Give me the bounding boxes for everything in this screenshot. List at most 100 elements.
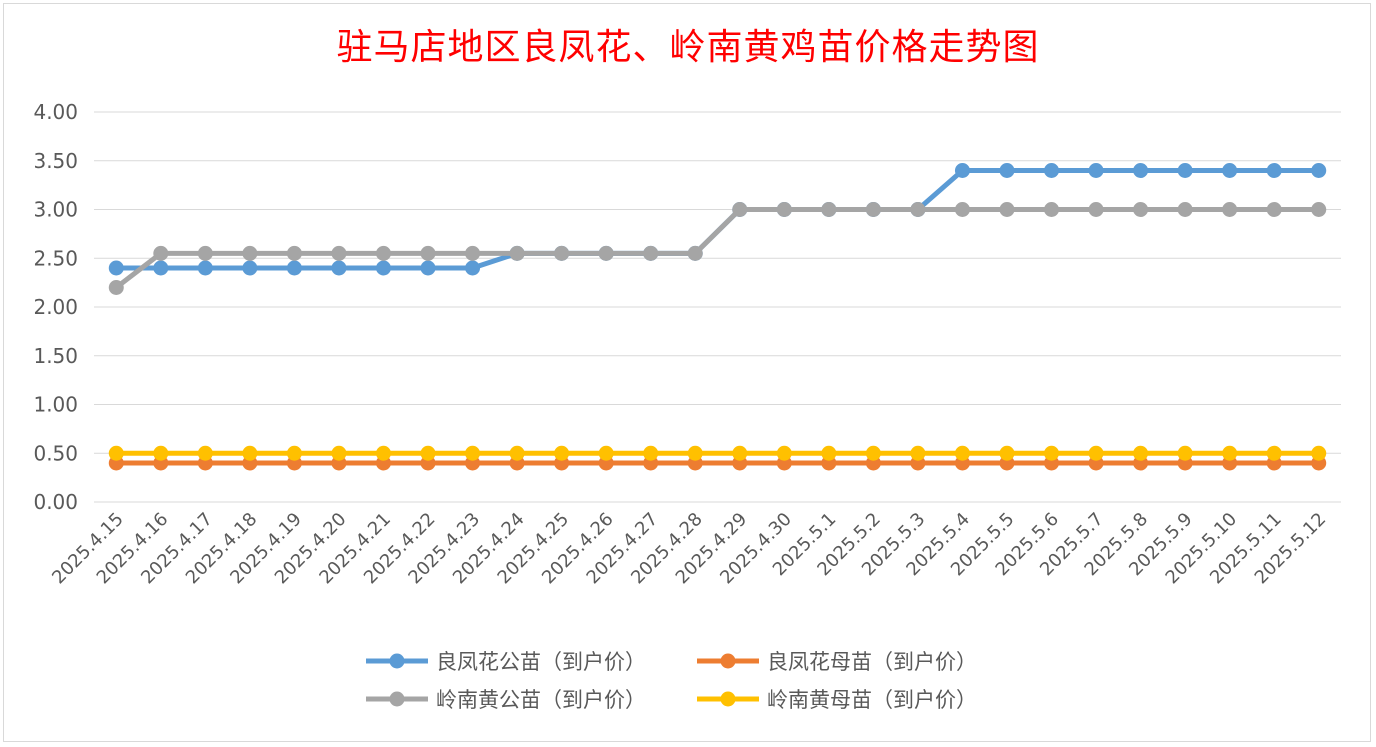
data-point bbox=[375, 260, 391, 276]
data-point bbox=[554, 445, 570, 461]
y-tick-label: 1.00 bbox=[33, 393, 78, 417]
data-point bbox=[242, 260, 258, 276]
data-point bbox=[776, 202, 792, 217]
data-point bbox=[420, 445, 436, 461]
data-point bbox=[420, 245, 436, 261]
y-tick-label: 1.50 bbox=[33, 344, 78, 368]
data-point bbox=[331, 245, 347, 261]
data-point bbox=[598, 445, 614, 461]
data-point bbox=[509, 445, 525, 461]
data-point bbox=[153, 445, 169, 461]
legend: 良凤花公苗（到户价） 良凤花母苗（到户价） 岭南黄公苗（到户价） 岭南黄母苗（到户价） bbox=[366, 650, 977, 712]
series-line bbox=[114, 207, 1319, 290]
data-point bbox=[242, 445, 258, 461]
data-point bbox=[1088, 163, 1104, 178]
data-point bbox=[242, 245, 258, 261]
data-point bbox=[375, 245, 391, 261]
data-point bbox=[1177, 445, 1193, 461]
y-tick-label: 4.00 bbox=[33, 100, 78, 124]
y-tick-label: 2.00 bbox=[33, 295, 78, 319]
data-point bbox=[1222, 163, 1238, 178]
data-point bbox=[465, 245, 481, 261]
data-point bbox=[286, 445, 302, 461]
data-point bbox=[108, 260, 124, 276]
data-point bbox=[954, 445, 970, 461]
data-point bbox=[375, 445, 391, 461]
legend-label: 良凤花母苗（到户价） bbox=[767, 650, 977, 674]
data-point bbox=[1088, 445, 1104, 461]
data-point bbox=[732, 202, 748, 217]
data-point bbox=[1222, 445, 1238, 461]
data-point bbox=[1311, 445, 1327, 461]
data-point bbox=[865, 202, 881, 217]
legend-label: 岭南黄公苗（到户价） bbox=[436, 688, 646, 712]
x-axis-ticks: 2025.4.152025.4.162025.4.172025.4.182025… bbox=[48, 509, 1330, 589]
data-point bbox=[910, 202, 926, 217]
legend-entry: 良凤花母苗（到户价） bbox=[697, 650, 977, 674]
data-point bbox=[1177, 163, 1193, 178]
data-point bbox=[1311, 163, 1327, 178]
legend-marker bbox=[389, 653, 405, 669]
data-point bbox=[1044, 163, 1060, 178]
data-point bbox=[1222, 202, 1238, 217]
data-point bbox=[999, 202, 1015, 217]
series-group bbox=[108, 163, 1327, 471]
data-point bbox=[108, 280, 124, 295]
data-point bbox=[1044, 445, 1060, 461]
data-point bbox=[1311, 202, 1327, 217]
data-point bbox=[643, 245, 659, 261]
data-point bbox=[554, 245, 570, 261]
data-point bbox=[331, 445, 347, 461]
data-point bbox=[1133, 163, 1149, 178]
legend-entry: 岭南黄公苗（到户价） bbox=[366, 688, 646, 712]
data-point bbox=[1266, 445, 1282, 461]
data-point bbox=[598, 245, 614, 261]
data-point bbox=[197, 445, 213, 461]
chart-frame bbox=[3, 3, 1371, 742]
data-point bbox=[1133, 445, 1149, 461]
data-point bbox=[643, 445, 659, 461]
legend-label: 岭南黄母苗（到户价） bbox=[767, 688, 977, 712]
data-point bbox=[999, 445, 1015, 461]
y-tick-label: 0.00 bbox=[33, 490, 78, 514]
y-tick-label: 2.50 bbox=[33, 246, 78, 270]
data-point bbox=[1177, 202, 1193, 217]
data-point bbox=[1266, 202, 1282, 217]
data-point bbox=[331, 260, 347, 276]
data-point bbox=[1133, 202, 1149, 217]
y-tick-label: 0.50 bbox=[33, 441, 78, 465]
data-point bbox=[776, 445, 792, 461]
data-point bbox=[197, 260, 213, 276]
y-axis-ticks: 0.00 0.50 1.00 1.50 2.00 2.50 3.00 3.50 4.00 bbox=[33, 100, 78, 514]
data-point bbox=[1088, 202, 1104, 217]
data-point bbox=[286, 260, 302, 276]
data-point bbox=[687, 445, 703, 461]
data-point bbox=[153, 245, 169, 261]
data-point bbox=[821, 202, 837, 217]
data-point bbox=[465, 445, 481, 461]
y-tick-label: 3.50 bbox=[33, 149, 78, 173]
legend-marker bbox=[389, 691, 405, 707]
data-point bbox=[821, 445, 837, 461]
legend-marker bbox=[720, 653, 736, 669]
y-tick-label: 3.00 bbox=[33, 198, 78, 222]
data-point bbox=[153, 260, 169, 276]
chart-title: 驻马店地区良凤花、岭南黄鸡苗价格走势图 bbox=[336, 27, 1040, 68]
legend-entry: 良凤花公苗（到户价） bbox=[366, 650, 646, 674]
data-point bbox=[732, 445, 748, 461]
legend-label: 良凤花公苗（到户价） bbox=[436, 650, 646, 674]
data-point bbox=[954, 202, 970, 217]
data-point bbox=[910, 445, 926, 461]
data-point bbox=[420, 260, 436, 276]
series-2 bbox=[108, 202, 1327, 295]
data-point bbox=[999, 163, 1015, 178]
legend-entry: 岭南黄母苗（到户价） bbox=[697, 688, 977, 712]
data-point bbox=[687, 245, 703, 261]
data-point bbox=[954, 163, 970, 178]
data-point bbox=[865, 445, 881, 461]
legend-marker bbox=[720, 691, 736, 707]
data-point bbox=[465, 260, 481, 276]
data-point bbox=[509, 245, 525, 261]
data-point bbox=[108, 445, 124, 461]
